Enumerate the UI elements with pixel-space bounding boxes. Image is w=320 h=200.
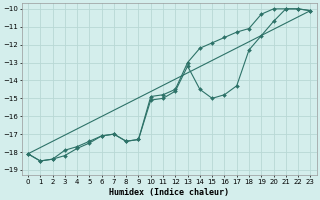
X-axis label: Humidex (Indice chaleur): Humidex (Indice chaleur) (109, 188, 229, 197)
